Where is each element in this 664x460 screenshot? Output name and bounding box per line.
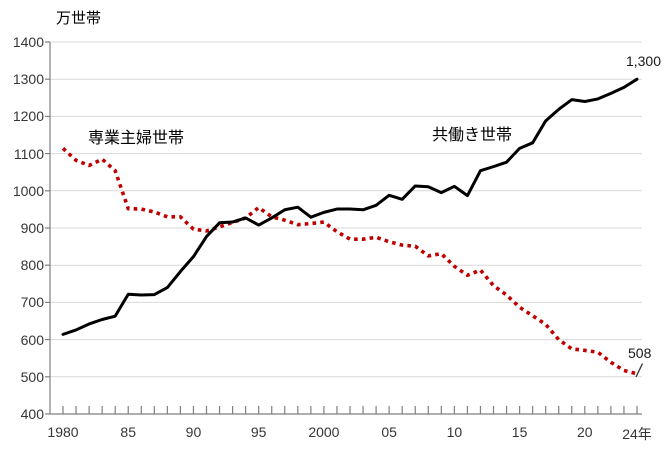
x-tick-label: 05 — [381, 424, 397, 440]
x-tick-label: 90 — [185, 424, 202, 440]
y-tick-label: 600 — [20, 331, 44, 348]
y-axis-unit-label: 万世帯 — [56, 10, 102, 27]
y-tick-label: 800 — [20, 257, 44, 274]
y-tick-label: 500 — [20, 368, 44, 385]
y-tick-label: 900 — [20, 220, 44, 236]
y-tick-label: 400 — [20, 406, 44, 422]
end-value-tomobataraki: 1,300 — [625, 53, 661, 69]
x-tick-label: 10 — [446, 424, 463, 440]
x-tick-label: 2000 — [308, 424, 340, 440]
x-tick-label: 24年 — [622, 426, 652, 442]
series-label-sengyoshufu: 専業主婦世帯 — [88, 130, 185, 147]
x-tick-label: 95 — [250, 424, 267, 440]
y-tick-label: 1400 — [12, 34, 44, 50]
y-tick-label: 1000 — [12, 182, 44, 199]
x-tick-label: 1980 — [47, 424, 79, 440]
end-value-sengyo: 508 — [628, 345, 652, 361]
y-tick-label: 1100 — [13, 145, 44, 162]
y-tick-label: 1300 — [12, 71, 44, 88]
end-label-leader — [635, 363, 644, 378]
y-tick-label: 700 — [20, 294, 44, 311]
x-tick-label: 15 — [511, 424, 528, 440]
series-label-tomobataraki: 共働き世帯 — [432, 127, 513, 144]
y-tick-label: 1200 — [12, 108, 44, 125]
series-line-sengyoshufu — [61, 147, 638, 376]
x-tick-label: 20 — [577, 424, 593, 440]
series-line-tomobataraki — [61, 77, 639, 336]
x-tick-label: 85 — [120, 424, 137, 440]
